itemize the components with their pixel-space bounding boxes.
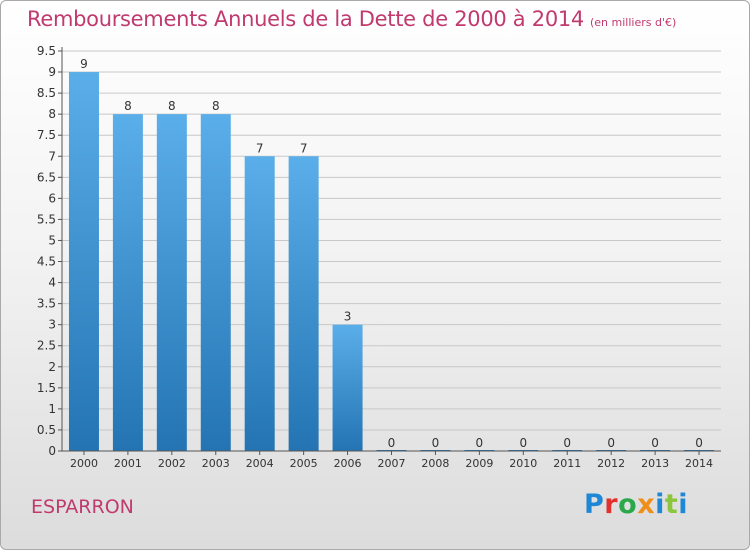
x-tick-label: 2007 [378, 457, 406, 470]
x-tick-label: 2001 [114, 457, 142, 470]
data-label: 0 [695, 436, 703, 450]
bar [200, 114, 231, 451]
chart-title-text: Remboursements Annuels de la Dette de 20… [27, 7, 584, 31]
logo-letter: i [655, 489, 665, 520]
bar [156, 114, 187, 451]
data-label: 9 [80, 57, 88, 71]
x-tick-label: 2004 [246, 457, 274, 470]
logo-letter: t [664, 489, 679, 520]
y-tick-label: 2.5 [37, 339, 56, 353]
proxiti-logo: Proxiti [584, 489, 688, 520]
y-tick-label: 8 [48, 107, 56, 121]
logo-letter: P [584, 489, 605, 520]
y-tick-label: 7 [48, 149, 56, 163]
x-tick-label: 2012 [597, 457, 625, 470]
y-tick-label: 6 [48, 191, 56, 205]
logo-letter: r [604, 489, 619, 520]
y-tick-label: 4 [48, 276, 56, 290]
x-tick-label: 2013 [641, 457, 669, 470]
x-tick-label: 2000 [70, 457, 98, 470]
chart-title: Remboursements Annuels de la Dette de 20… [27, 7, 676, 31]
data-label: 8 [124, 99, 132, 113]
y-tick-label: 0.5 [37, 423, 56, 437]
x-tick-label: 2011 [553, 457, 581, 470]
data-label: 3 [344, 310, 352, 324]
labels: 0 0.5 1 1.5 2 2.5 3 3.5 4 4.5 5 5.5 6 6.5 7 7.5 8 8.5 9 9.5… [37, 44, 713, 470]
data-label: 0 [476, 436, 484, 450]
x-tick-label: 2003 [202, 457, 230, 470]
data-label: 7 [256, 141, 264, 155]
y-tick-label: 8.5 [37, 86, 56, 100]
data-label: 8 [168, 99, 176, 113]
y-tick-label: 9 [48, 65, 56, 79]
x-tick-label: 2008 [421, 457, 449, 470]
logo-letter: i [678, 489, 689, 520]
x-tick-label: 2005 [290, 457, 318, 470]
data-label: 0 [432, 436, 440, 450]
data-label: 0 [519, 436, 527, 450]
x-tick-label: 2009 [465, 457, 493, 470]
logo-letter: x [637, 489, 656, 520]
x-tick-label: 2006 [334, 457, 362, 470]
y-tick-label: 5 [48, 233, 56, 247]
data-label: 8 [212, 99, 220, 113]
x-tick-label: 2010 [509, 457, 537, 470]
commune-name: ESPARRON [31, 496, 134, 518]
x-tick-label: 2014 [685, 457, 713, 470]
bar [68, 72, 99, 451]
data-label: 0 [563, 436, 571, 450]
data-label: 0 [388, 436, 396, 450]
y-tick-label: 3.5 [37, 297, 56, 311]
data-label: 0 [651, 436, 659, 450]
y-tick-label: 1 [48, 402, 56, 416]
bar [112, 114, 143, 451]
bars [68, 72, 715, 451]
y-tick-label: 6.5 [37, 170, 56, 184]
data-label: 7 [300, 141, 308, 155]
y-tick-label: 7.5 [37, 128, 56, 142]
data-label: 0 [607, 436, 615, 450]
chart-unit: (en milliers d'€) [590, 16, 677, 29]
y-tick-label: 0 [48, 444, 56, 458]
y-tick-label: 1.5 [37, 381, 56, 395]
y-tick-label: 2 [48, 360, 56, 374]
bar [244, 156, 275, 451]
y-tick-label: 4.5 [37, 255, 56, 269]
bar-chart: 0 0.5 1 1.5 2 2.5 3 3.5 4 4.5 5 5.5 6 6.5 7 7.5 8 8.5 9 9.5… [37, 44, 721, 470]
y-tick-label: 3 [48, 318, 56, 332]
logo-letter: o [618, 489, 638, 520]
y-tick-label: 5.5 [37, 212, 56, 226]
bar [332, 324, 363, 451]
bar [288, 156, 319, 451]
x-tick-label: 2002 [158, 457, 186, 470]
axes [58, 47, 721, 455]
y-tick-label: 9.5 [37, 44, 56, 58]
